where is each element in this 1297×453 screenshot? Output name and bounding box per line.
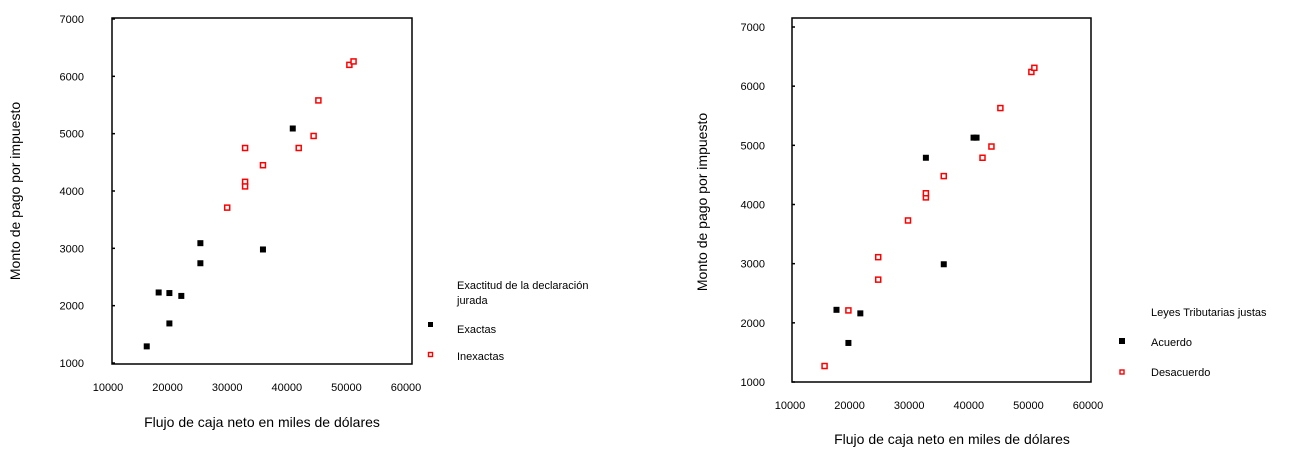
chart-2-x-tick-50000: 50000 — [1013, 400, 1044, 412]
chart-2-point-acuerdo-1 — [845, 339, 852, 346]
chart-1-point-inexactas-9 — [350, 58, 357, 65]
chart-2-legend-title: Leyes Tributarias justas — [1151, 307, 1267, 319]
chart-1-point-inexactas-8 — [346, 61, 353, 69]
chart-2-legend-label-acuerdo: Acuerdo — [1151, 337, 1192, 349]
chart-1-y-axis-label: Monto de pago por impuesto — [7, 102, 23, 280]
chart-1-legend-title-line-1: Exactitud de la declaración — [457, 280, 588, 292]
chart-2-point-desacuerdo-4 — [904, 217, 912, 224]
chart-1-point-exactas-0 — [143, 343, 150, 350]
chart-2-point-desacuerdo-8 — [979, 154, 986, 162]
chart-2-x-axis-label: Flujo de caja neto en miles de dólares — [834, 431, 1070, 447]
chart-1-point-inexactas-6 — [310, 132, 317, 140]
chart-1-x-tick-labels: 10000 20000 30000 40000 50000 60000 — [93, 382, 422, 394]
chart-2-x-tick-30000: 30000 — [894, 400, 925, 412]
chart-2-point-acuerdo-2 — [857, 310, 864, 317]
chart-2-legend-marker-acuerdo — [1119, 338, 1125, 344]
chart-2: 1000 2000 3000 4000 5000 6000 7000 10000 20000 3… — [694, 17, 1267, 447]
chart-1-legend-marker-exactas — [428, 322, 433, 327]
chart-2-point-desacuerdo-7 — [940, 172, 948, 180]
chart-1-point-inexactas-0 — [223, 204, 231, 211]
chart-1-legend-title-line-2: jurada — [456, 295, 488, 307]
chart-1-point-exactas-2 — [166, 290, 173, 297]
chart-1-point-exactas-5 — [197, 240, 204, 247]
chart-2-y-tick-7000: 7000 — [741, 22, 765, 34]
chart-1-points — [143, 58, 357, 350]
chart-1-y-tick-3000: 3000 — [60, 243, 84, 255]
chart-1-x-tick-30000: 30000 — [212, 382, 243, 394]
chart-2-point-desacuerdo-1 — [845, 307, 852, 314]
chart-2-point-acuerdo-6 — [973, 134, 980, 141]
chart-1-y-tick-6000: 6000 — [60, 71, 84, 83]
chart-1-point-exactas-8 — [289, 125, 296, 132]
chart-2-x-tick-10000: 10000 — [775, 400, 806, 412]
chart-2-point-acuerdo-0 — [833, 306, 840, 313]
chart-2-y-tick-2000: 2000 — [741, 318, 765, 330]
chart-1-x-tick-20000: 20000 — [152, 382, 183, 394]
chart-1-plot-frame — [111, 17, 413, 365]
chart-1-x-tick-50000: 50000 — [331, 382, 362, 394]
chart-1-y-tick-7000: 7000 — [60, 14, 84, 26]
chart-2-points — [821, 64, 1038, 370]
chart-1-y-tick-2000: 2000 — [60, 301, 84, 313]
chart-2-point-desacuerdo-10 — [997, 104, 1004, 112]
chart-2-x-tick-60000: 60000 — [1073, 400, 1104, 412]
chart-2-legend: Leyes Tributarias justas Acuerdo Desacue… — [1119, 307, 1267, 379]
chart-1-point-exactas-3 — [166, 320, 173, 327]
chart-2-point-desacuerdo-0 — [821, 362, 828, 370]
chart-1-y-tick-5000: 5000 — [60, 129, 84, 141]
chart-2-x-tick-20000: 20000 — [834, 400, 865, 412]
chart-2-point-desacuerdo-12 — [1031, 64, 1038, 72]
chart-1-point-inexactas-5 — [295, 144, 302, 152]
chart-2-point-acuerdo-4 — [940, 261, 947, 268]
chart-1-point-inexactas-2 — [241, 183, 249, 190]
chart-2-point-desacuerdo-6 — [922, 190, 930, 197]
chart-1-y-tick-labels: 1000 2000 3000 4000 5000 6000 7000 — [60, 14, 115, 370]
chart-1-legend-marker-inexactas — [427, 351, 434, 358]
chart-2-point-acuerdo-3 — [922, 154, 929, 161]
chart-2-y-tick-labels: 1000 2000 3000 4000 5000 6000 7000 — [741, 22, 795, 389]
chart-2-point-desacuerdo-9 — [988, 143, 995, 150]
chart-2-point-desacuerdo-3 — [874, 253, 882, 261]
chart-1-point-inexactas-7 — [315, 97, 322, 104]
chart-1-x-tick-10000: 10000 — [93, 382, 124, 394]
chart-2-x-tick-labels: 10000 20000 30000 40000 50000 60000 — [775, 400, 1104, 412]
chart-1-legend-label-exactas: Exactas — [457, 324, 497, 336]
chart-1-x-tick-40000: 40000 — [272, 382, 303, 394]
chart-1-y-tick-4000: 4000 — [60, 186, 84, 198]
chart-1-point-exactas-1 — [155, 289, 162, 296]
chart-1-x-tick-60000: 60000 — [391, 382, 422, 394]
chart-2-y-tick-3000: 3000 — [741, 259, 765, 271]
chart-1-y-tick-1000: 1000 — [60, 358, 84, 370]
chart-1-legend-label-inexactas: Inexactas — [457, 351, 505, 363]
chart-2-y-tick-5000: 5000 — [741, 140, 765, 152]
chart-1-point-exactas-6 — [197, 260, 204, 267]
chart-1: 1000 2000 3000 4000 5000 6000 7000 10000 20000 3… — [7, 14, 588, 430]
chart-2-legend-marker-desacuerdo — [1119, 369, 1125, 375]
chart-2-y-tick-1000: 1000 — [741, 377, 765, 389]
chart-1-legend: Exactitud de la declaración jurada Exact… — [427, 280, 588, 363]
chart-2-plot-frame — [791, 17, 1092, 383]
chart-2-x-tick-40000: 40000 — [954, 400, 985, 412]
chart-1-point-exactas-4 — [178, 292, 185, 299]
chart-2-y-axis-label: Monto de pago por impuesto — [694, 113, 710, 291]
chart-2-point-desacuerdo-2 — [874, 276, 882, 283]
chart-2-legend-label-desacuerdo: Desacuerdo — [1151, 367, 1210, 379]
chart-2-y-tick-6000: 6000 — [741, 81, 765, 93]
chart-1-point-inexactas-4 — [259, 161, 267, 169]
chart-2-y-tick-4000: 4000 — [741, 200, 765, 212]
chart-1-x-axis-label: Flujo de caja neto en miles de dólares — [144, 414, 380, 430]
chart-1-point-exactas-7 — [259, 246, 266, 253]
chart-1-point-inexactas-3 — [241, 144, 249, 152]
